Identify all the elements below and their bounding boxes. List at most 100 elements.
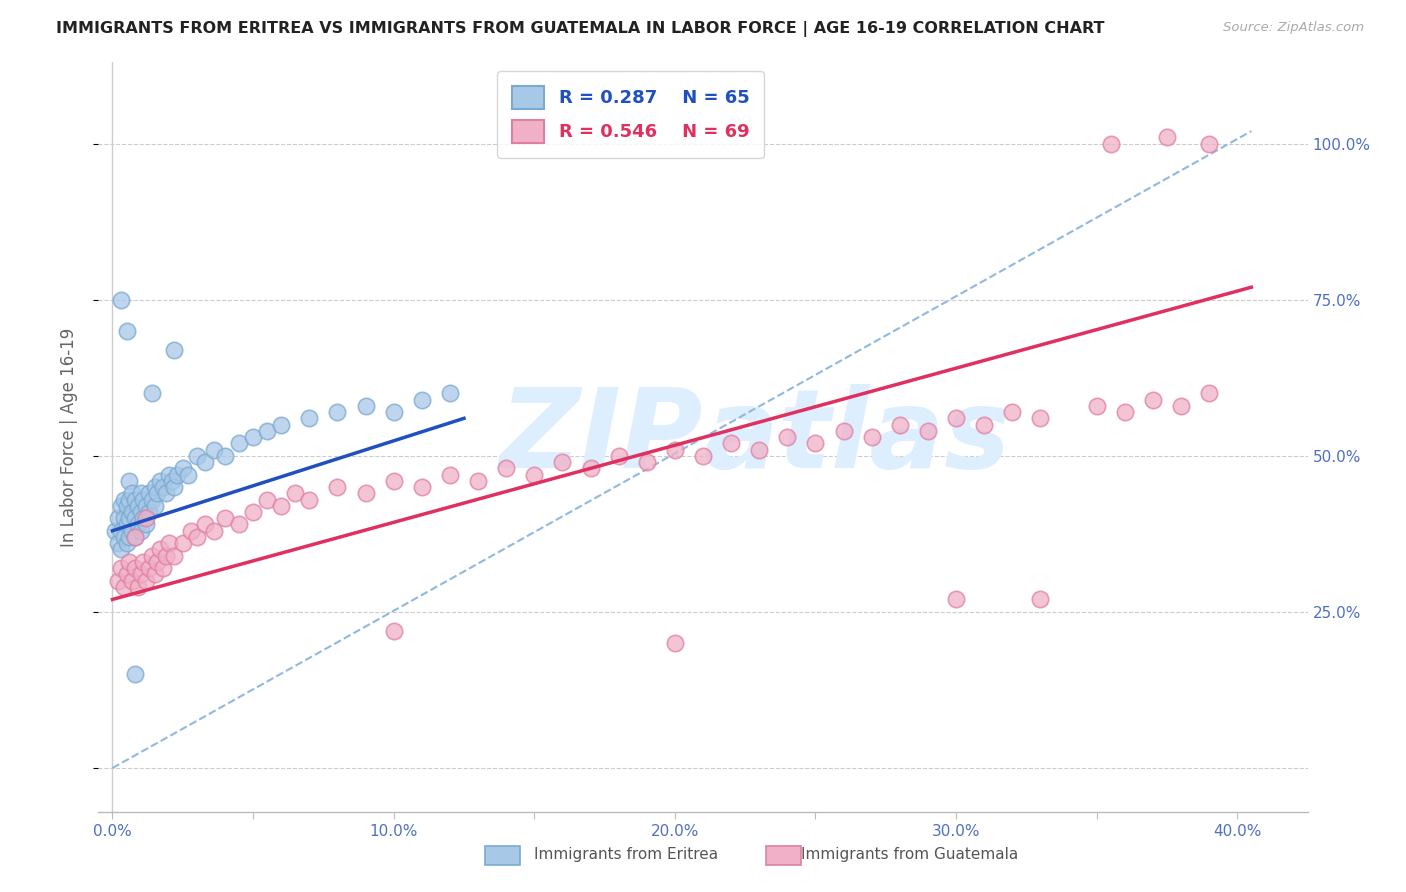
Point xyxy=(146,486,169,500)
Text: Immigrants from Eritrea: Immigrants from Eritrea xyxy=(534,847,718,862)
Point xyxy=(411,480,433,494)
Legend: R = 0.287    N = 65, R = 0.546    N = 69: R = 0.287 N = 65, R = 0.546 N = 69 xyxy=(498,71,763,158)
FancyBboxPatch shape xyxy=(485,846,520,865)
Point xyxy=(118,511,141,525)
Point xyxy=(186,530,208,544)
Point xyxy=(163,480,186,494)
Point xyxy=(917,424,939,438)
Point xyxy=(411,392,433,407)
Point xyxy=(112,530,135,544)
Point xyxy=(143,499,166,513)
Point xyxy=(163,343,186,357)
Point xyxy=(889,417,911,432)
Point xyxy=(177,467,200,482)
Point xyxy=(467,474,489,488)
Point xyxy=(692,449,714,463)
Point xyxy=(152,480,174,494)
Point xyxy=(157,467,180,482)
Point xyxy=(748,442,770,457)
Point xyxy=(1114,405,1136,419)
Point xyxy=(124,511,146,525)
Point xyxy=(194,517,217,532)
Point xyxy=(270,417,292,432)
Point xyxy=(112,492,135,507)
Point xyxy=(107,511,129,525)
Point xyxy=(127,580,149,594)
Text: atlas: atlas xyxy=(703,384,1011,491)
Point xyxy=(110,293,132,307)
Point xyxy=(1142,392,1164,407)
Point xyxy=(132,492,155,507)
Point xyxy=(141,492,163,507)
Point xyxy=(202,524,225,538)
Text: Source: ZipAtlas.com: Source: ZipAtlas.com xyxy=(1223,21,1364,34)
Point xyxy=(354,486,377,500)
Point xyxy=(1001,405,1024,419)
Point xyxy=(439,386,461,401)
Point xyxy=(214,449,236,463)
Point xyxy=(382,405,405,419)
Point xyxy=(298,411,321,425)
Point xyxy=(194,455,217,469)
Point xyxy=(945,411,967,425)
Point xyxy=(166,467,188,482)
Point xyxy=(172,536,194,550)
Point xyxy=(152,561,174,575)
Point xyxy=(121,505,143,519)
Point xyxy=(157,536,180,550)
Point xyxy=(172,461,194,475)
Point xyxy=(132,555,155,569)
Point xyxy=(214,511,236,525)
Point xyxy=(135,511,157,525)
Point xyxy=(124,530,146,544)
Point xyxy=(228,517,250,532)
Point xyxy=(118,530,141,544)
Point xyxy=(132,511,155,525)
Point xyxy=(121,524,143,538)
Point xyxy=(127,517,149,532)
Point xyxy=(107,574,129,588)
Point xyxy=(127,499,149,513)
Point xyxy=(664,636,686,650)
Point xyxy=(138,561,160,575)
Point xyxy=(104,524,127,538)
Point xyxy=(326,405,349,419)
Point xyxy=(270,499,292,513)
Point xyxy=(495,461,517,475)
Point xyxy=(664,442,686,457)
Point xyxy=(242,505,264,519)
Point xyxy=(124,530,146,544)
Point xyxy=(720,436,742,450)
Point xyxy=(1029,592,1052,607)
Point xyxy=(118,492,141,507)
Point xyxy=(180,524,202,538)
Point xyxy=(523,467,546,482)
Point xyxy=(298,492,321,507)
Point xyxy=(382,474,405,488)
Point xyxy=(129,486,152,500)
Point xyxy=(945,592,967,607)
Point xyxy=(155,549,177,563)
Point xyxy=(160,474,183,488)
Point xyxy=(143,480,166,494)
Point xyxy=(143,567,166,582)
Point xyxy=(1099,136,1122,151)
Point xyxy=(135,499,157,513)
Point xyxy=(138,486,160,500)
Point xyxy=(146,555,169,569)
Point xyxy=(1085,399,1108,413)
Point xyxy=(135,574,157,588)
Point xyxy=(973,417,995,432)
Point xyxy=(579,461,602,475)
Point xyxy=(110,542,132,557)
Point xyxy=(129,505,152,519)
Point xyxy=(112,580,135,594)
Point xyxy=(141,386,163,401)
Point xyxy=(1198,386,1220,401)
Point xyxy=(326,480,349,494)
Point xyxy=(115,567,138,582)
Point xyxy=(110,499,132,513)
Text: Immigrants from Guatemala: Immigrants from Guatemala xyxy=(801,847,1019,862)
Point xyxy=(256,424,278,438)
Point xyxy=(551,455,574,469)
